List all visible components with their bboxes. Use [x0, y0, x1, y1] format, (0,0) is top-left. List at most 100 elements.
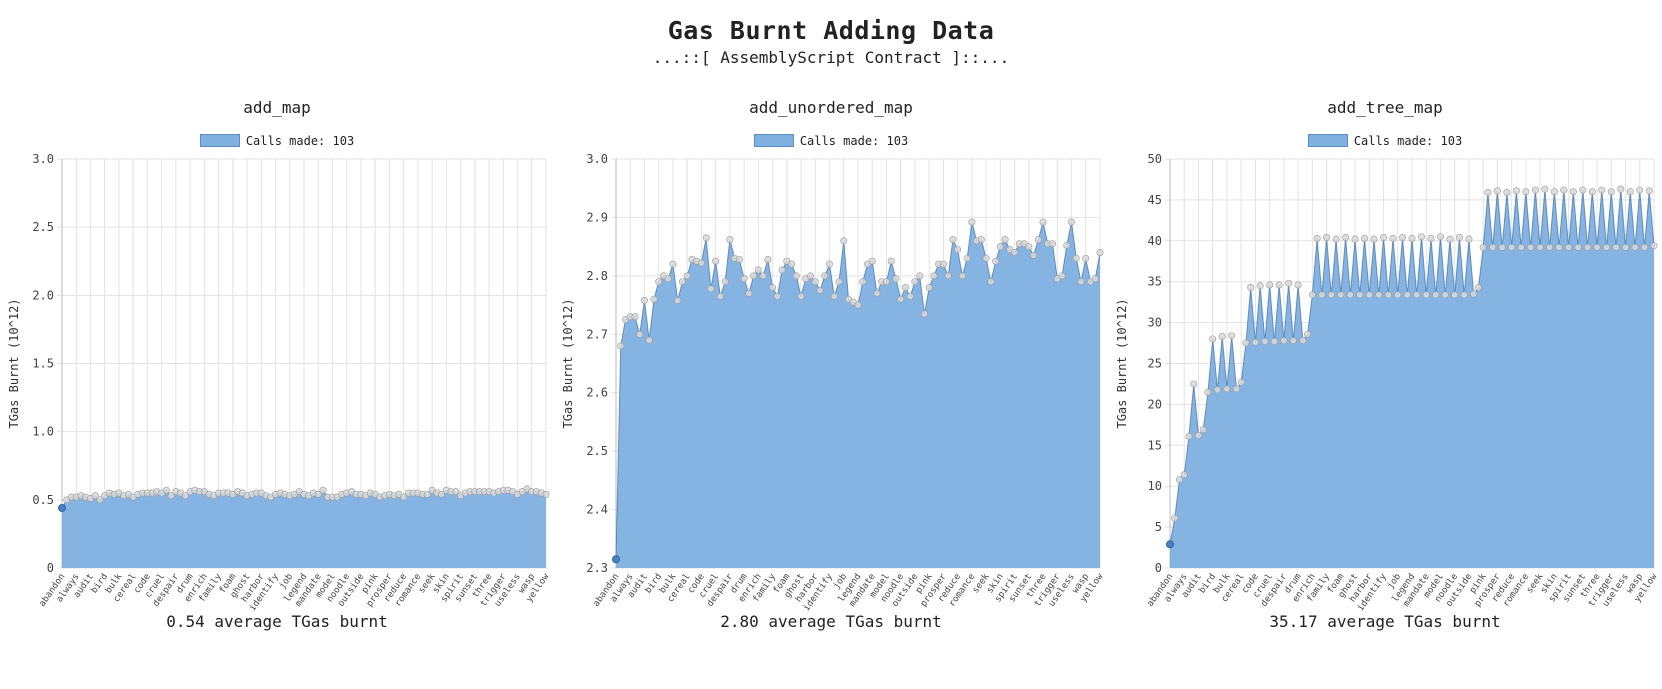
- data-point: [1180, 471, 1188, 479]
- data-point: [726, 236, 734, 244]
- data-point: [1403, 291, 1411, 299]
- data-point: [167, 492, 175, 500]
- data-point: [982, 254, 990, 262]
- data-point: [854, 301, 862, 309]
- y-tick-label: 2.0: [32, 288, 54, 302]
- y-tick-label: 0: [1155, 561, 1162, 575]
- data-point: [1011, 248, 1019, 256]
- data-point: [1242, 339, 1250, 347]
- y-tick-label: 50: [1148, 152, 1162, 166]
- data-point: [683, 272, 691, 280]
- data-point: [664, 275, 672, 283]
- data-point: [930, 272, 938, 280]
- data-point: [423, 490, 431, 498]
- data-point: [939, 260, 947, 268]
- legend-label: Calls made: 103: [1353, 134, 1463, 148]
- first-data-point: [1166, 540, 1175, 549]
- data-point: [901, 284, 909, 292]
- data-point: [1275, 281, 1283, 289]
- chart-plot-add-unordered-map: 2.3 2.4 2.5 2.6 2.7 2.8 2.9 3.0 TGas Burnt (10^1…: [561, 152, 1106, 613]
- chart-legend[interactable]: Calls made: 103: [554, 134, 1108, 148]
- area-fill: [62, 488, 546, 568]
- data-point: [1068, 218, 1076, 226]
- data-point: [1342, 234, 1350, 242]
- data-point: [1251, 338, 1259, 346]
- data-point: [1356, 291, 1364, 299]
- area-fill: [616, 222, 1100, 568]
- data-point: [1636, 186, 1644, 194]
- y-axis-label: TGas Burnt (10^12): [1115, 298, 1129, 428]
- first-data-point: [58, 504, 67, 513]
- data-point: [745, 289, 753, 297]
- data-point: [944, 272, 952, 280]
- data-point: [1332, 235, 1340, 243]
- data-point: [811, 278, 819, 286]
- data-point: [1455, 234, 1463, 242]
- data-point: [906, 292, 914, 300]
- data-point: [1294, 281, 1302, 289]
- data-point: [1479, 243, 1487, 251]
- data-point: [792, 272, 800, 280]
- data-point: [1370, 235, 1378, 243]
- legend-swatch: [199, 134, 240, 147]
- data-point: [707, 285, 715, 293]
- data-point: [1517, 243, 1525, 251]
- data-point: [987, 278, 995, 286]
- data-point: [400, 493, 408, 501]
- data-point: [1503, 189, 1511, 197]
- data-point: [640, 296, 648, 304]
- data-point: [1593, 243, 1601, 251]
- data-point: [1607, 188, 1615, 196]
- data-point: [1034, 236, 1042, 244]
- legend-swatch: [1307, 134, 1348, 147]
- y-tick-label: 15: [1148, 438, 1162, 452]
- data-point: [1512, 187, 1520, 195]
- data-point: [319, 486, 327, 494]
- legend-label: Calls made: 103: [799, 134, 909, 148]
- chart-panel-add-tree-map: add_tree_map Calls made: 103 0 5 10 15 20 25 3…: [1108, 92, 1662, 652]
- data-point: [859, 278, 867, 286]
- data-point: [1194, 431, 1202, 439]
- data-point: [1560, 186, 1568, 194]
- y-tick-label: 2.5: [586, 444, 608, 458]
- y-tick-label: 45: [1148, 193, 1162, 207]
- chart-panel-add-map: add_map Calls made: 103 0 0.5 1.0 1.5 2.0 2.5…: [0, 92, 554, 652]
- chart-title: add_tree_map: [1327, 98, 1443, 117]
- data-point: [1588, 188, 1596, 196]
- chart-summary: 0.54 average TGas burnt: [166, 612, 388, 631]
- chart-panel-add-unordered-map: add_unordered_map Calls made: 103 2.3 2.4…: [554, 92, 1108, 652]
- data-point: [1308, 291, 1316, 299]
- data-point: [1603, 243, 1611, 251]
- data-point: [887, 257, 895, 265]
- data-point: [769, 284, 777, 292]
- chart-summary: 35.17 average TGas burnt: [1269, 612, 1501, 631]
- data-point: [1228, 332, 1236, 340]
- data-point: [840, 237, 848, 245]
- chart-legend[interactable]: Calls made: 103: [0, 134, 554, 148]
- data-point: [1550, 188, 1558, 196]
- data-point: [631, 313, 639, 321]
- data-point: [721, 278, 729, 286]
- data-point: [868, 257, 876, 265]
- data-point: [1408, 234, 1416, 242]
- data-point: [1058, 272, 1066, 280]
- data-point: [1289, 337, 1297, 345]
- data-point: [1484, 189, 1492, 197]
- data-point: [816, 286, 824, 294]
- data-point: [162, 486, 170, 494]
- data-point: [1389, 234, 1397, 242]
- data-point: [1527, 243, 1535, 251]
- y-tick-label: 0.5: [32, 493, 54, 507]
- y-tick-label: 2.7: [586, 327, 608, 341]
- chart-title: add_unordered_map: [749, 98, 913, 117]
- data-point: [1541, 185, 1549, 193]
- chart-legend[interactable]: Calls made: 103: [1108, 134, 1662, 148]
- data-point: [1427, 234, 1435, 242]
- area-fill: [1170, 189, 1654, 568]
- y-tick-label: 2.5: [32, 220, 54, 234]
- data-point: [1223, 385, 1231, 393]
- data-point: [759, 272, 767, 280]
- data-point: [697, 259, 705, 267]
- data-point: [1327, 291, 1335, 299]
